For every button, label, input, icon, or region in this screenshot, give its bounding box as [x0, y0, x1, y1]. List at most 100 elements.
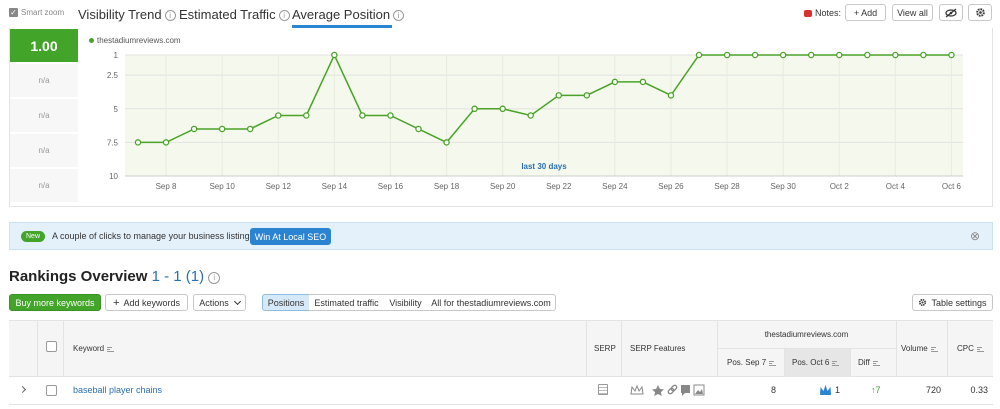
data-point [387, 112, 394, 119]
row-checkbox[interactable] [46, 385, 57, 396]
table-settings-button[interactable]: Table settings [912, 294, 993, 311]
rankings-title: Rankings Overview 1 - 1 (1) i [9, 268, 221, 285]
x-tick-label: Sep 16 [378, 182, 404, 191]
x-tick-label: Sep 20 [490, 182, 516, 191]
data-point [246, 125, 254, 133]
link-icon [667, 384, 678, 395]
tab-estimated-traffic[interactable]: Estimated Traffic i [179, 7, 290, 22]
data-point [779, 51, 787, 59]
header-label: Pos. Sep 7 [727, 358, 767, 367]
pos-sep7-value: 8 [770, 385, 776, 395]
keyword-link[interactable]: baseball player chains [73, 385, 163, 395]
notes-label: Notes: [804, 8, 841, 18]
hide-notes-button[interactable] [939, 4, 963, 21]
smart-zoom-label: Smart zoom [21, 8, 65, 17]
col-divider [850, 348, 851, 377]
cpc-header[interactable]: CPC [957, 344, 984, 353]
data-point [471, 105, 478, 113]
note-flag-icon [804, 9, 812, 17]
col-divider [37, 321, 38, 377]
info-icon[interactable]: i [278, 10, 290, 21]
na-cell: n/a [10, 134, 78, 167]
info-icon[interactable]: i [208, 272, 221, 284]
x-tick-label: Sep 24 [602, 182, 628, 191]
series-line [138, 53, 952, 144]
data-point [583, 92, 591, 99]
x-tick-label: Sep 22 [546, 182, 572, 191]
data-point [751, 51, 759, 59]
rankings-range[interactable]: 1 - 1 (1) [151, 268, 205, 285]
chevron-right-icon[interactable] [18, 385, 27, 394]
crown-icon [630, 384, 644, 395]
data-point [331, 51, 338, 59]
data-point [667, 92, 675, 99]
add-keywords-label: Add keywords [123, 297, 180, 308]
y-tick-label: 7.5 [107, 138, 119, 147]
data-point [723, 51, 731, 59]
gear-icon [919, 298, 927, 307]
plus-icon: + [113, 296, 120, 309]
view-all-notes-button[interactable]: View all [892, 4, 933, 21]
data-point [527, 112, 534, 119]
close-icon[interactable]: ⊗ [969, 229, 980, 243]
add-keywords-button[interactable]: + Add keywords [105, 294, 188, 311]
last-30-days-label: last 30 days [521, 162, 567, 171]
sort-icon [769, 360, 777, 366]
select-all-checkbox[interactable] [46, 341, 57, 352]
sort-icon [107, 346, 115, 352]
table-settings-label: Table settings [931, 297, 987, 308]
x-tick-label: Sep 30 [770, 182, 796, 191]
add-note-button[interactable]: + Add [845, 4, 886, 21]
y-tick-label: 1 [114, 51, 119, 60]
keyword-header[interactable]: Keyword [73, 344, 115, 353]
chart-panel [9, 28, 993, 207]
data-point [611, 78, 619, 86]
tab-average-position[interactable]: Average Position i [292, 7, 405, 22]
x-tick-label: Sep 28 [714, 182, 740, 191]
filter-all-for-domain[interactable]: All for thestadiumreviews.com [427, 294, 556, 311]
filter-estimated-traffic[interactable]: Estimated traffic [309, 294, 385, 311]
checkbox-icon[interactable]: ✓ [9, 8, 18, 17]
average-position-chart: 1 2.5 5 7.5 10 Sep 8 Sep 10 Sep 12 Sep 14 Sep 16 S… [107, 51, 963, 191]
data-point [134, 139, 142, 146]
actions-dropdown[interactable]: Actions [193, 294, 246, 311]
current-position-value: 1.00 [30, 37, 58, 54]
sort-icon [976, 346, 984, 352]
volume-header[interactable]: Volume [901, 344, 938, 353]
filter-positions[interactable]: Positions [262, 294, 310, 311]
domain-group-header: thestadiumreviews.com [764, 330, 849, 339]
promo-text: A couple of clicks to manage your busine… [52, 231, 257, 241]
info-icon[interactable]: i [393, 10, 405, 21]
col-divider [947, 321, 948, 377]
diff-value: ↑7 [871, 385, 881, 395]
serp-snapshot-icon[interactable] [598, 384, 608, 395]
promo-banner: New A couple of clicks to manage your bu… [9, 222, 993, 250]
x-tick-label: Oct 4 [886, 182, 906, 191]
notes-text: Notes: [815, 8, 842, 18]
review-icon [681, 385, 690, 396]
legend-label: thestadiumreviews.com [97, 36, 181, 45]
x-tick-label: Sep 26 [658, 182, 684, 191]
na-cell: n/a [10, 99, 78, 132]
star-icon [652, 385, 664, 396]
pos-oct6-header[interactable]: Pos. Oct 6 [792, 358, 840, 367]
win-at-local-seo-button[interactable]: Win At Local SEO [250, 228, 331, 245]
table-row: baseball player chains 8 1 ↑7 720 0.33 [9, 377, 993, 405]
data-point [639, 78, 647, 86]
tab-visibility-trend[interactable]: Visibility Trend i [78, 7, 176, 22]
pos-sep7-header[interactable]: Pos. Sep 7 [727, 358, 777, 367]
na-cell: n/a [10, 64, 78, 97]
x-tick-label: Sep 8 [156, 182, 177, 191]
serp-features-header: SERP Features [630, 344, 686, 353]
serp-header: SERP [594, 344, 616, 353]
info-icon[interactable]: i [164, 10, 176, 21]
filter-visibility[interactable]: Visibility [384, 294, 428, 311]
x-tick-label: Sep 10 [209, 182, 235, 191]
buy-more-keywords-button[interactable]: Buy more keywords [9, 294, 101, 311]
data-point [190, 125, 198, 133]
smart-zoom-toggle[interactable]: ✓ Smart zoom [9, 8, 64, 17]
header-label: CPC [957, 344, 974, 353]
diff-header[interactable]: Diff [858, 358, 880, 367]
col-divider [63, 321, 64, 377]
settings-button[interactable] [968, 4, 992, 21]
